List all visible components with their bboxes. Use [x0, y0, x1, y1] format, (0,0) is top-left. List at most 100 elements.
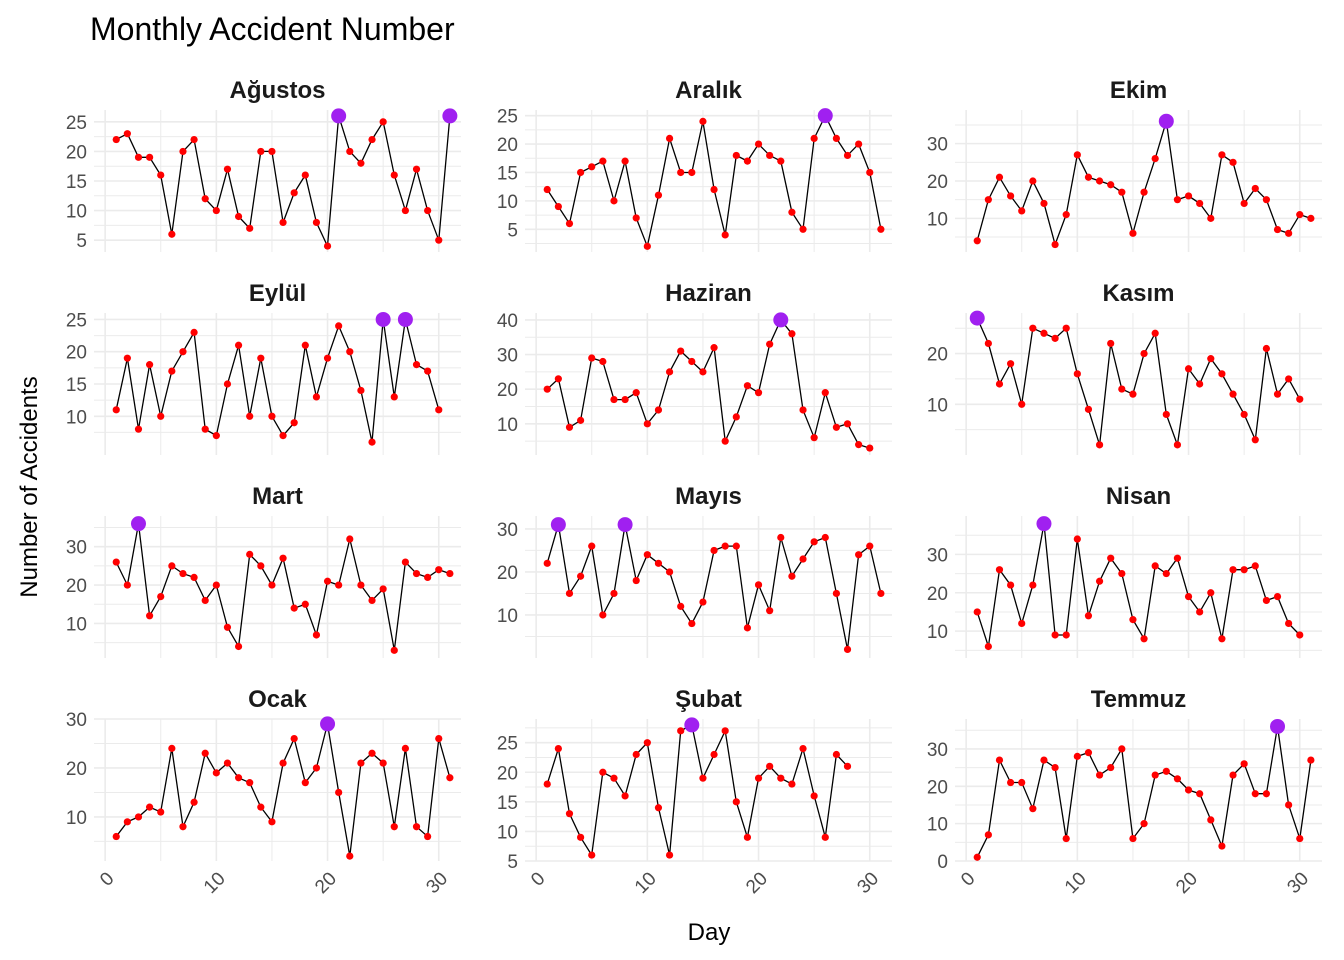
max-point	[617, 517, 633, 533]
data-point	[565, 220, 574, 228]
data-point	[1162, 569, 1170, 578]
data-point	[1062, 834, 1070, 843]
data-point	[1062, 631, 1070, 639]
data-point	[1084, 405, 1093, 413]
data-point	[435, 566, 443, 574]
data-point	[654, 804, 663, 812]
data-point	[766, 151, 774, 160]
data-point	[1207, 355, 1215, 363]
data-point	[810, 538, 818, 546]
data-point	[1218, 635, 1226, 643]
data-point	[390, 646, 398, 654]
data-point	[1296, 631, 1304, 639]
data-point	[754, 581, 763, 589]
data-point	[610, 774, 618, 782]
data-point	[412, 569, 421, 578]
x-tick-label: 30	[853, 868, 883, 898]
data-point	[1107, 339, 1115, 348]
panel-title: Eylül	[249, 280, 306, 307]
data-point	[1007, 778, 1015, 787]
data-point	[179, 569, 187, 578]
data-point	[1029, 805, 1037, 813]
data-point	[368, 135, 376, 144]
data-point	[543, 559, 551, 567]
data-point	[877, 589, 885, 598]
data-point	[743, 157, 752, 165]
y-tick-label: 10	[927, 395, 948, 416]
data-point	[1040, 199, 1048, 208]
data-point	[1218, 151, 1226, 159]
data-point	[721, 231, 729, 239]
data-point	[810, 792, 818, 800]
data-point	[599, 768, 607, 776]
data-point	[654, 406, 663, 414]
data-point	[134, 425, 143, 433]
max-point	[397, 311, 413, 327]
data-point	[312, 393, 321, 401]
data-point	[301, 779, 309, 787]
data-point	[621, 792, 629, 800]
data-point	[323, 354, 332, 362]
data-point	[577, 572, 585, 580]
y-tick-label: 20	[66, 343, 87, 364]
data-point	[1007, 581, 1015, 589]
series-line	[546, 524, 882, 650]
data-point	[1018, 619, 1026, 628]
y-tick-label: 15	[497, 163, 518, 184]
data-point	[335, 322, 343, 330]
data-point	[1184, 592, 1193, 601]
max-point	[817, 108, 833, 124]
data-point	[1196, 380, 1204, 388]
data-point	[1173, 441, 1182, 449]
data-point	[632, 750, 640, 759]
data-point	[543, 780, 551, 788]
data-point	[223, 759, 232, 767]
data-point	[866, 444, 874, 452]
data-point	[1251, 790, 1259, 798]
data-point	[290, 419, 298, 427]
y-tick-label: 20	[927, 777, 948, 798]
data-point	[223, 623, 232, 631]
data-point	[732, 151, 740, 160]
data-point	[1229, 771, 1237, 779]
data-point	[112, 135, 120, 144]
data-point	[588, 851, 596, 859]
data-point	[832, 750, 840, 759]
data-point	[565, 589, 574, 598]
data-point	[543, 185, 551, 194]
y-tick-label: 10	[927, 209, 948, 230]
data-point	[665, 568, 674, 576]
data-point	[766, 340, 774, 348]
panel-11: Temmuz 0 10 20 30 0 10 20 30	[927, 686, 1322, 898]
y-tick-label: 20	[497, 763, 518, 784]
data-point	[699, 774, 707, 782]
data-point	[632, 389, 640, 397]
data-point	[234, 774, 243, 782]
data-point	[323, 577, 332, 585]
y-tick-label: 10	[927, 815, 948, 836]
data-point	[788, 330, 796, 338]
data-point	[654, 559, 663, 567]
x-tick-label: 10	[1061, 868, 1091, 898]
data-point	[699, 598, 707, 606]
max-point	[550, 517, 566, 533]
data-point	[234, 341, 243, 349]
data-point	[1296, 211, 1304, 219]
data-point	[1285, 801, 1293, 809]
data-point	[855, 551, 863, 559]
y-tick-label: 10	[66, 808, 87, 829]
data-point	[146, 612, 154, 620]
data-point	[201, 596, 209, 605]
data-point	[368, 596, 376, 605]
y-tick-label: 15	[66, 375, 87, 396]
data-point	[543, 385, 551, 393]
data-point	[1040, 329, 1048, 337]
data-point	[821, 533, 829, 542]
panel-1: Aralık 5 10 15 20 25	[497, 77, 892, 252]
data-point	[268, 818, 276, 826]
data-point	[179, 823, 187, 831]
data-point	[290, 734, 298, 743]
data-point	[1207, 589, 1215, 597]
data-point	[1262, 344, 1270, 353]
data-point	[1251, 436, 1259, 444]
